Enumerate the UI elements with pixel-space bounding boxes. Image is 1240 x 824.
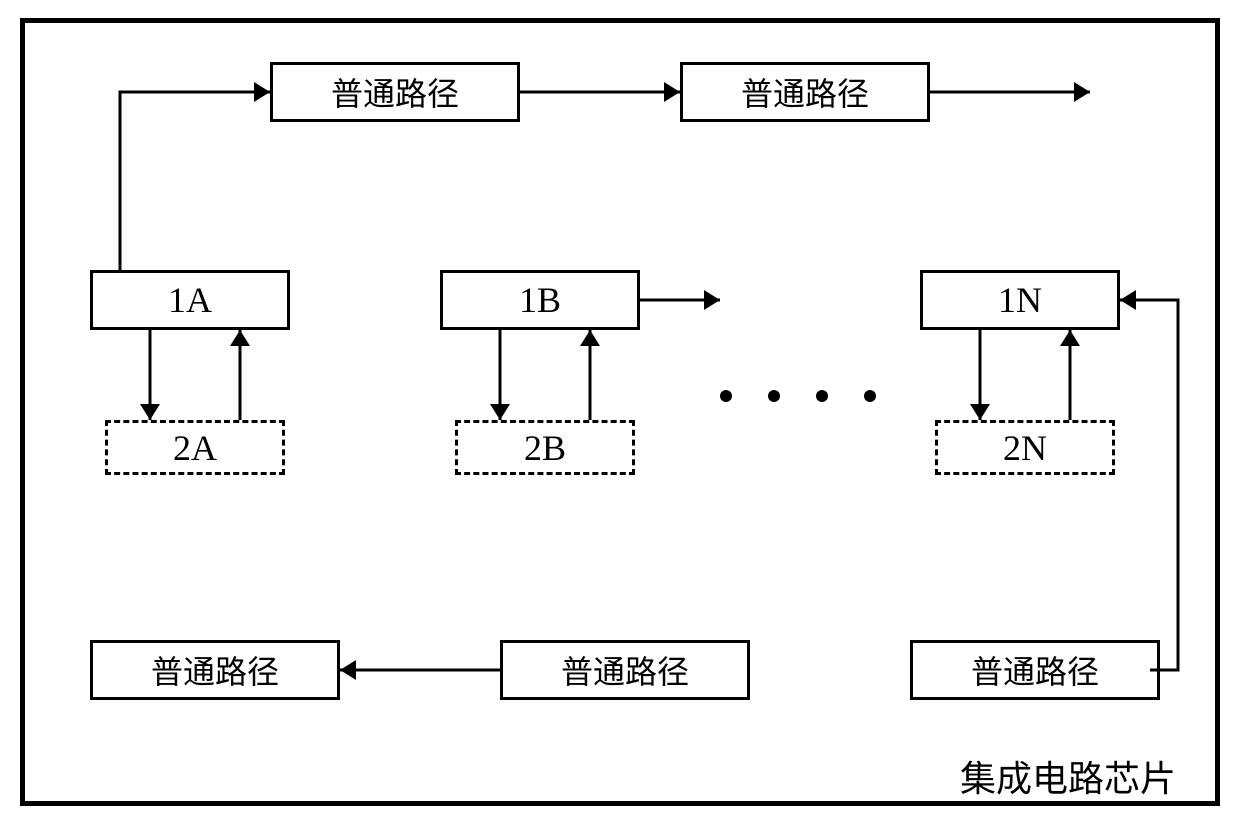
ellipsis-dot <box>816 390 828 402</box>
node-1N: 1N <box>920 270 1120 330</box>
node-bot-path-3: 普通路径 <box>910 640 1160 700</box>
ellipsis-dot <box>720 390 732 402</box>
title-text: 集成电路芯片 <box>960 759 1176 799</box>
node-label: 2N <box>1003 427 1047 469</box>
node-2A: 2A <box>105 420 285 475</box>
node-label: 2A <box>173 427 217 469</box>
node-2B: 2B <box>455 420 635 475</box>
ellipsis-dot <box>864 390 876 402</box>
ellipsis-dot <box>768 390 780 402</box>
node-label: 普通路径 <box>741 69 869 115</box>
node-label: 1N <box>998 279 1042 321</box>
node-1A: 1A <box>90 270 290 330</box>
node-label: 2B <box>524 427 566 469</box>
node-label: 普通路径 <box>971 647 1099 693</box>
node-top-path-1: 普通路径 <box>270 62 520 122</box>
node-label: 1A <box>168 279 212 321</box>
node-label: 普通路径 <box>331 69 459 115</box>
node-bot-path-2: 普通路径 <box>500 640 750 700</box>
node-label: 1B <box>519 279 561 321</box>
node-1B: 1B <box>440 270 640 330</box>
node-2N: 2N <box>935 420 1115 475</box>
node-label: 普通路径 <box>561 647 689 693</box>
node-bot-path-1: 普通路径 <box>90 640 340 700</box>
node-top-path-2: 普通路径 <box>680 62 930 122</box>
diagram-title: 集成电路芯片 <box>960 750 1176 802</box>
node-label: 普通路径 <box>151 647 279 693</box>
